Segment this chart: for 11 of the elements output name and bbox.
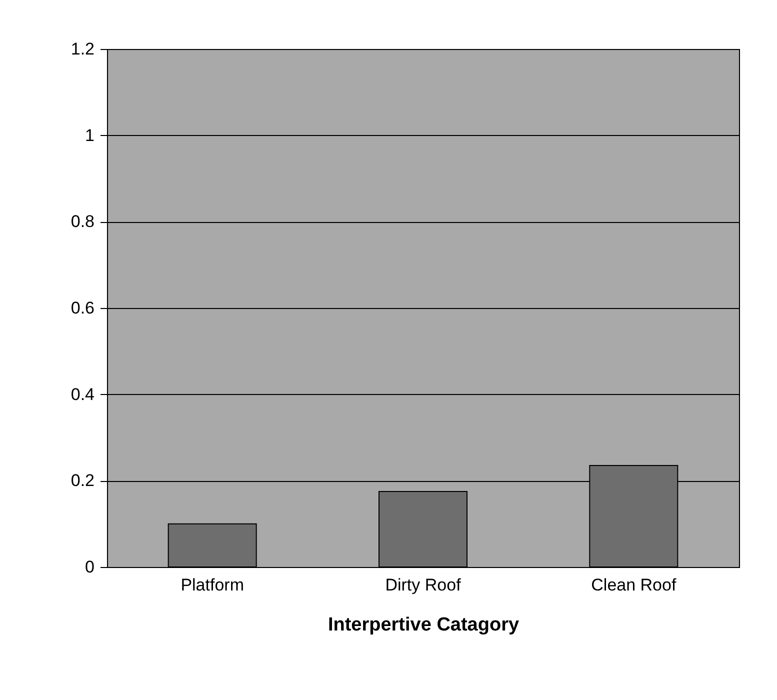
y-tick-label: 0.2	[70, 471, 94, 490]
y-tick-label: 1	[85, 126, 94, 145]
y-tick-label: 0.4	[70, 384, 94, 404]
y-tick-label: 1.2	[70, 40, 94, 58]
y-tick-label: 0	[85, 558, 94, 576]
x-tick-label: Dirty Roof	[385, 576, 462, 594]
x-axis-title: Interpertive Catagory	[328, 614, 520, 636]
y-tick-label: 0.6	[70, 298, 94, 318]
y-tick-label: 0.8	[70, 212, 94, 232]
x-tick-label: Platform	[180, 576, 244, 594]
x-tick-label: Clean Roof	[591, 576, 676, 594]
